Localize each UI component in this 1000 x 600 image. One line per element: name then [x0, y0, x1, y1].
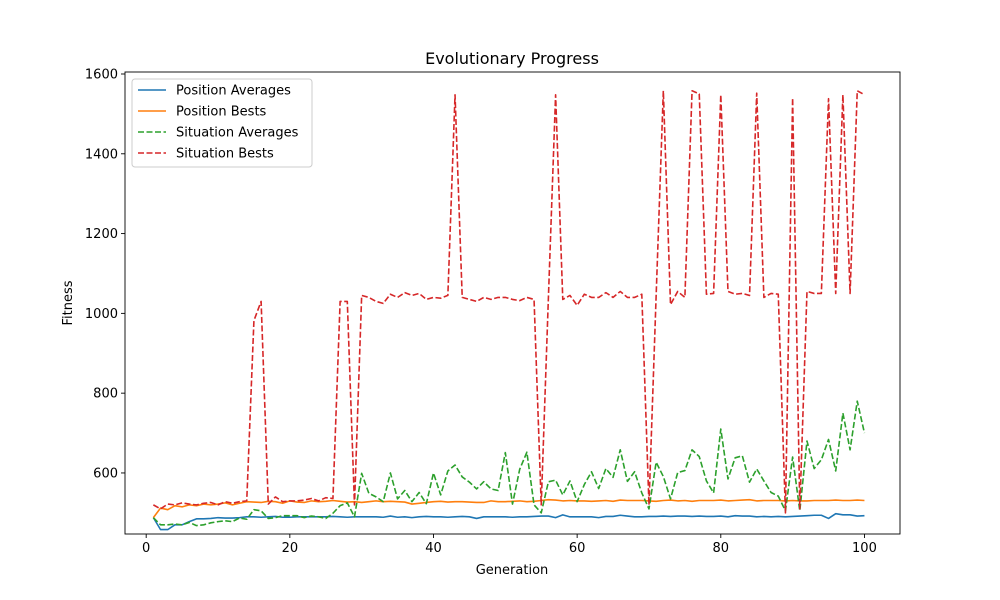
plot-area — [152, 89, 866, 531]
chart-title: Evolutionary Progress — [425, 49, 599, 68]
series-line-position-averages — [152, 512, 865, 531]
x-tick-label: 0 — [142, 541, 150, 556]
legend: Position Averages Position Bests Situation… — [131, 78, 313, 168]
y-tick-label: 1600 — [85, 67, 118, 82]
legend-label: Situation Bests — [176, 147, 274, 162]
y-tick-label: 800 — [93, 387, 118, 402]
y-tick-label: 1200 — [85, 227, 118, 242]
y-tick-label: 1000 — [85, 307, 118, 322]
y-tick-label: 1400 — [85, 147, 118, 162]
y-tick-label: 600 — [93, 466, 118, 481]
series-line-situation-bests — [152, 89, 865, 514]
axes-frame — [124, 71, 901, 535]
series-line-situation-averages — [152, 400, 866, 527]
x-axis: 0 20 40 60 80 100 — [142, 534, 877, 556]
legend-label: Situation Averages — [176, 126, 299, 141]
x-tick-label: 20 — [282, 541, 299, 556]
x-tick-label: 60 — [569, 541, 586, 556]
x-tick-label: 80 — [713, 541, 730, 556]
x-axis-label: Generation — [476, 563, 549, 578]
x-tick-label: 40 — [425, 541, 442, 556]
legend-label: Position Averages — [176, 84, 291, 99]
y-axis: 600 800 1000 1200 1400 1600 — [85, 67, 125, 481]
legend-box — [131, 78, 313, 168]
y-axis-label: Fitness — [61, 280, 76, 325]
legend-label: Position Bests — [176, 105, 267, 120]
x-tick-label: 100 — [852, 541, 877, 556]
